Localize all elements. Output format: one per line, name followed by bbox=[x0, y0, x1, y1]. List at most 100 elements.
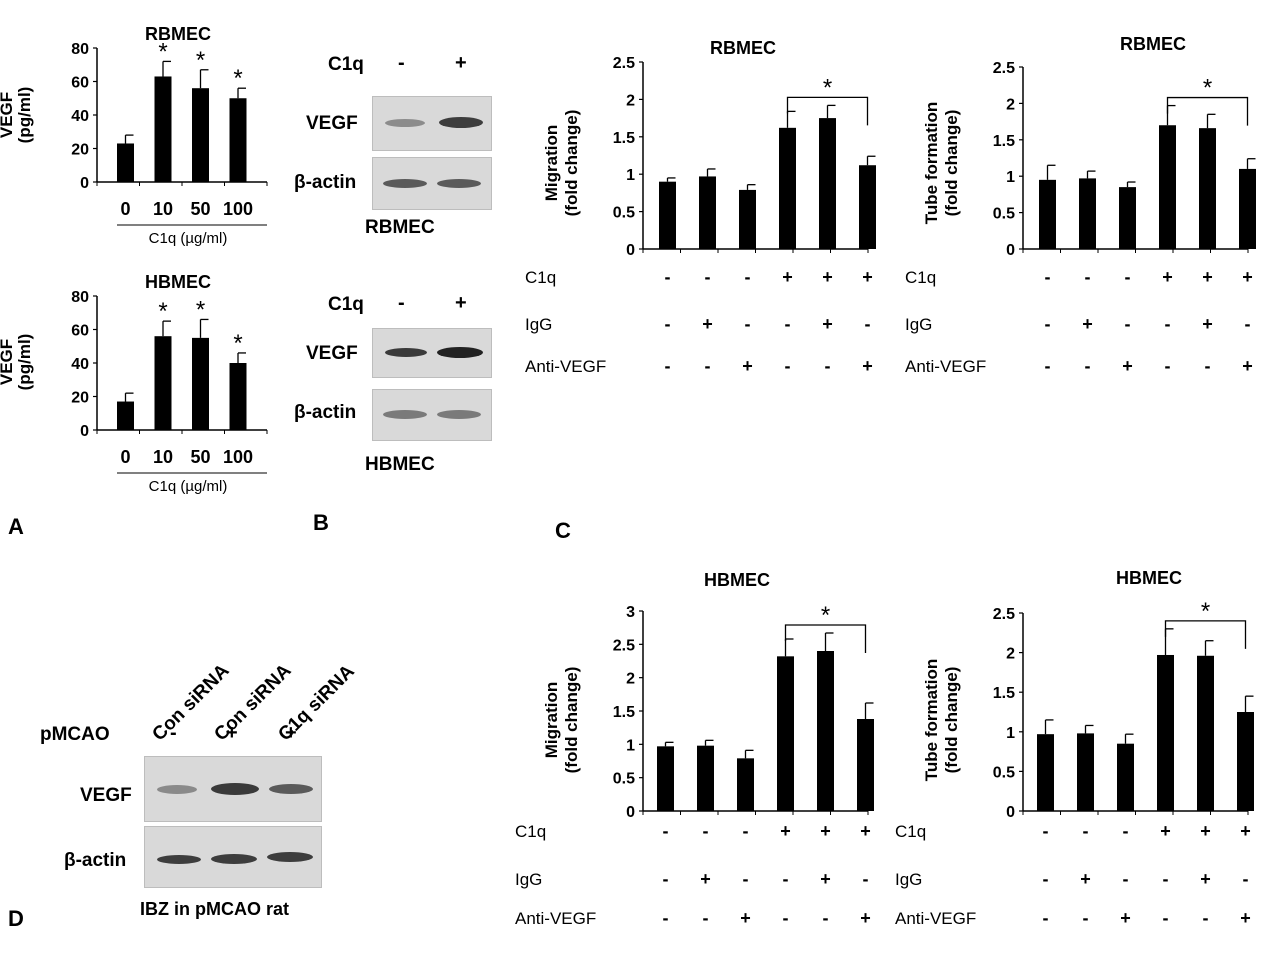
treatment-sign: - bbox=[703, 821, 709, 841]
treatment-sign: - bbox=[663, 908, 669, 928]
treatment-sign: - bbox=[1163, 908, 1169, 928]
treatment-sign: - bbox=[1083, 821, 1089, 841]
treatment-sign: - bbox=[785, 314, 791, 334]
band bbox=[211, 783, 259, 795]
treatment-sign: + bbox=[780, 821, 791, 841]
significance-bracket bbox=[1166, 96, 1249, 126]
y-tick-label: 2 bbox=[626, 92, 635, 109]
y-axis-label-unit: (fold change) bbox=[562, 667, 581, 774]
pmcao-label: pMCAO bbox=[40, 724, 110, 745]
treatment-row-label: Anti-VEGF bbox=[515, 909, 596, 928]
treatment-row-label: IgG bbox=[905, 315, 932, 334]
treatment-sign: - bbox=[1085, 267, 1091, 287]
chart-title: HBMEC bbox=[1116, 568, 1182, 588]
bar bbox=[699, 176, 716, 249]
bracket-star: * bbox=[823, 74, 832, 101]
band bbox=[439, 117, 483, 128]
x-tick-label: 50 bbox=[190, 199, 210, 219]
treatment-sign: - bbox=[1243, 869, 1249, 889]
panel-letter-c: C bbox=[555, 518, 571, 543]
treatment-row-label: Anti-VEGF bbox=[895, 909, 976, 928]
treatment-sign: - bbox=[783, 869, 789, 889]
treatment-sign: + bbox=[742, 356, 753, 376]
y-axis-label: VEGF bbox=[0, 339, 16, 385]
blot-rbmec-actin-strip bbox=[372, 157, 492, 210]
bar bbox=[1119, 187, 1136, 249]
panel-letter-d: D bbox=[8, 906, 24, 931]
band bbox=[385, 348, 427, 357]
bar bbox=[192, 88, 209, 182]
treatment-row-label: IgG bbox=[895, 870, 922, 889]
chart-a-rbmec: RBMEC VEGF (pg/ml) 0 20 40 60 80 * * * 0 10 50 100 C1q … bbox=[0, 24, 268, 247]
blot-hbmec-c1q-label: C1q bbox=[328, 294, 364, 315]
y-tick-label: 80 bbox=[71, 41, 89, 58]
treatment-sign: + bbox=[862, 356, 873, 376]
bar bbox=[1157, 654, 1174, 811]
y-tick-label: 2.5 bbox=[613, 55, 635, 72]
y-tick-label: 1 bbox=[1006, 169, 1015, 186]
significance-star: * bbox=[158, 38, 167, 65]
y-axis-label-unit: (pg/ml) bbox=[15, 87, 34, 144]
treatment-sign: + bbox=[860, 908, 871, 928]
treatment-sign: + bbox=[702, 314, 713, 334]
blot-hbmec-actin-strip bbox=[372, 389, 492, 441]
bar bbox=[697, 745, 714, 811]
treatment-sign: - bbox=[1125, 314, 1131, 334]
y-axis-label-unit: (fold change) bbox=[942, 667, 961, 774]
treatment-sign: - bbox=[1123, 821, 1129, 841]
blot-rbmec-caption: RBMEC bbox=[365, 217, 435, 238]
significance-star: * bbox=[196, 47, 205, 74]
bar bbox=[1239, 168, 1256, 249]
bar bbox=[1197, 655, 1214, 811]
band bbox=[385, 119, 425, 127]
treatment-sign: - bbox=[1043, 821, 1049, 841]
treatment-sign: + bbox=[820, 821, 831, 841]
x-tick-label: 10 bbox=[153, 199, 173, 219]
band bbox=[211, 854, 257, 864]
treatment-sign: - bbox=[663, 869, 669, 889]
treatment-row-label: C1q bbox=[905, 268, 936, 287]
treatment-sign: - bbox=[743, 869, 749, 889]
pmcao-row-vegf: VEGF bbox=[80, 785, 132, 806]
treatment-sign: + bbox=[1200, 821, 1211, 841]
pmcao-caption: IBZ in pMCAO rat bbox=[140, 899, 289, 919]
blot-rbmec-vegf-strip bbox=[372, 96, 492, 151]
treatment-sign: + bbox=[862, 267, 873, 287]
bar bbox=[819, 118, 836, 249]
treatment-sign: - bbox=[1125, 267, 1131, 287]
treatment-sign: + bbox=[700, 869, 711, 889]
bar bbox=[154, 76, 172, 182]
treatment-sign: + bbox=[1082, 314, 1093, 334]
band bbox=[157, 855, 201, 864]
treatment-sign: - bbox=[1083, 908, 1089, 928]
treatment-sign: + bbox=[782, 267, 793, 287]
chart-c-hbmec-migration: HBMEC Migration (fold change) 0 0.5 1 1.5 2 2.5 3… bbox=[515, 570, 874, 928]
y-tick-label: 2 bbox=[1006, 646, 1015, 663]
y-axis-label: Tube formation bbox=[922, 102, 941, 224]
bracket-star: * bbox=[1201, 598, 1210, 625]
bar bbox=[817, 651, 834, 811]
treatment-sign: - bbox=[1045, 356, 1051, 376]
y-axis-label: Tube formation bbox=[922, 659, 941, 781]
y-tick-label: 1 bbox=[1006, 725, 1015, 742]
y-tick-label: 2.5 bbox=[993, 60, 1015, 77]
y-tick-label: 1 bbox=[626, 167, 635, 184]
treatment-sign: + bbox=[1240, 821, 1251, 841]
significance-bracket bbox=[784, 624, 867, 653]
treatment-sign: - bbox=[1203, 908, 1209, 928]
treatment-sign: - bbox=[1043, 869, 1049, 889]
pmcao-sign-1: - bbox=[170, 722, 177, 744]
bar bbox=[737, 758, 754, 811]
treatment-row-label: IgG bbox=[515, 870, 542, 889]
x-axis-label: C1q (µg/ml) bbox=[149, 478, 228, 495]
chart-title: HBMEC bbox=[704, 570, 770, 590]
y-tick-label: 0.5 bbox=[993, 206, 1015, 223]
y-axis-label-unit: (pg/ml) bbox=[15, 334, 34, 391]
pmcao-sign-2: + bbox=[226, 722, 238, 744]
treatment-sign: - bbox=[1045, 267, 1051, 287]
treatment-sign: - bbox=[665, 314, 671, 334]
y-tick-label: 1.5 bbox=[613, 704, 635, 721]
y-tick-label: 20 bbox=[71, 142, 89, 159]
blot-pmcao: Con siRNA Con siRNA C1q siRNA pMCAO - + … bbox=[40, 620, 359, 930]
blot-hbmec-sign-1: - bbox=[398, 292, 405, 314]
